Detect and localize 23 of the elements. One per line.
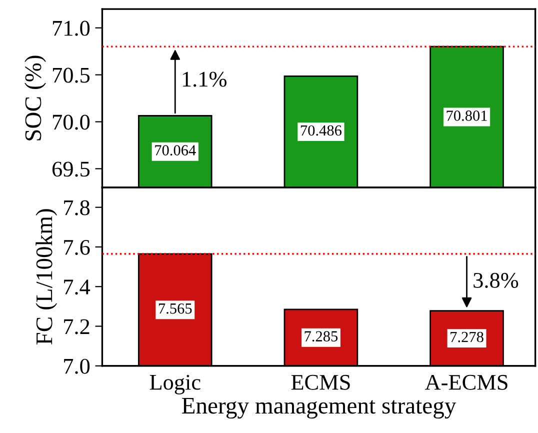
data-label: 7.285 (304, 331, 338, 342)
x-axis-title: Energy management strategy (182, 398, 456, 419)
y-tick-label: 69.5 (52, 162, 90, 177)
x-tick-label: Logic (150, 374, 200, 394)
y-tick-label: 7.0 (64, 358, 90, 374)
data-label: 7.278 (450, 332, 484, 342)
y-tick-label: 70.5 (52, 68, 90, 83)
x-tick-label: ECMS (291, 374, 350, 390)
data-label: 70.801 (446, 110, 487, 121)
y-axis-title: SOC (%) (24, 56, 46, 140)
data-label: 7.565 (158, 303, 192, 314)
y-tick-label: 7.2 (64, 319, 90, 334)
y-tick-label: 7.8 (64, 200, 90, 216)
y-tick-label: 71.0 (52, 20, 90, 36)
y-axis-title: FC (L/100km) (36, 209, 58, 345)
data-label: 70.064 (155, 145, 196, 156)
x-tick-label: A-ECMS (425, 374, 508, 390)
annotation: 3.8% (474, 272, 518, 288)
y-tick-label: 7.4 (64, 280, 90, 295)
y-tick-label: 7.6 (64, 240, 90, 255)
annotation: 1.1% (182, 72, 226, 87)
y-tick-label: 70.0 (52, 114, 90, 130)
data-label: 70.486 (300, 125, 342, 136)
